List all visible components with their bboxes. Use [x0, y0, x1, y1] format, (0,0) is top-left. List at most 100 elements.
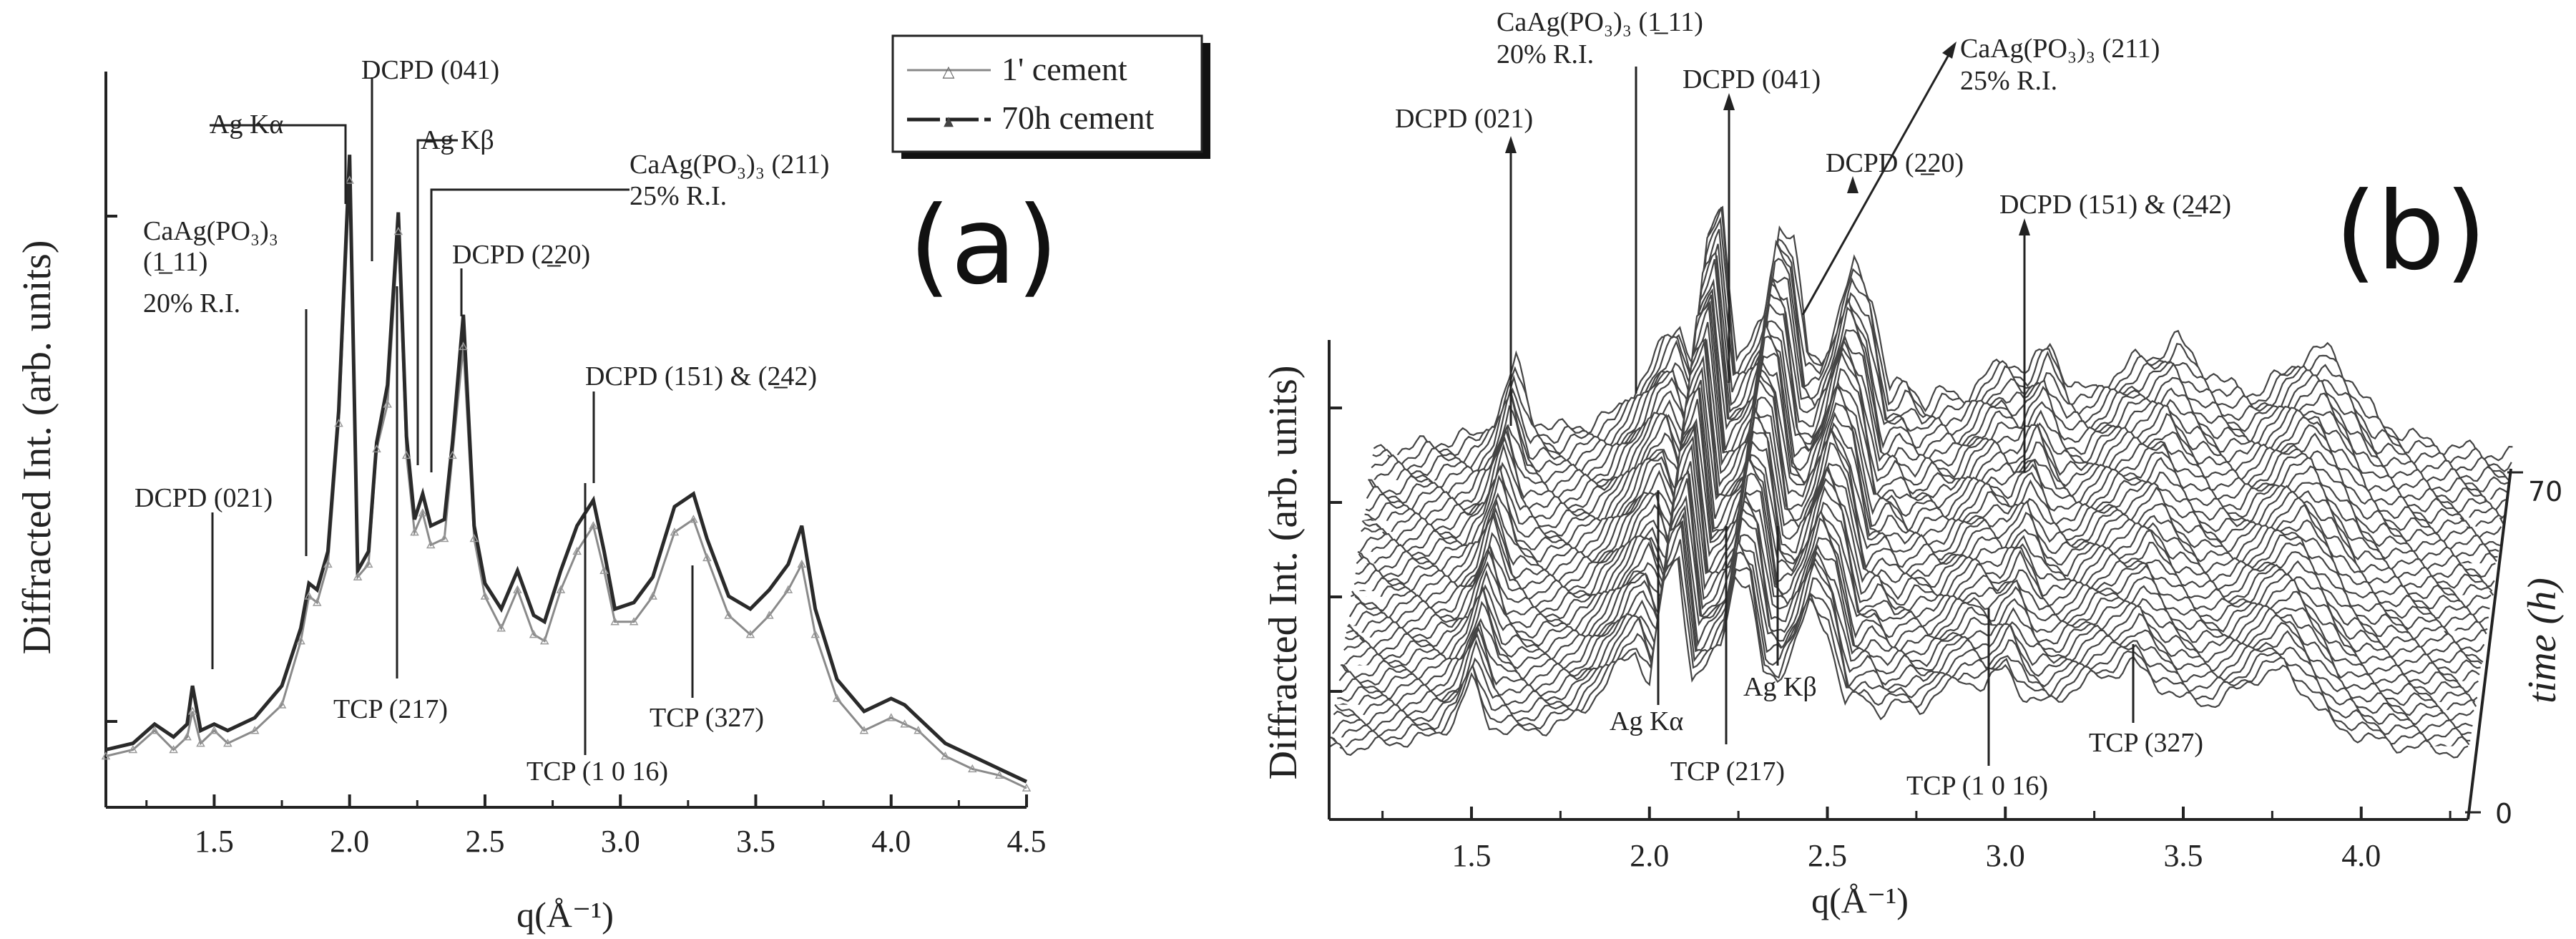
a-data-point	[724, 610, 733, 619]
a-x-tick-label: 4.5	[1007, 824, 1047, 859]
a-annotation-tcp-1016: TCP (1 0 16)	[527, 483, 668, 787]
legend-label-1-cement: 1' cement	[1001, 51, 1127, 87]
b-annotation-dcpd-021: DCPD (021)	[1395, 104, 1533, 426]
svg-text:CaAg(PO₃)₃ (1̲ 11): CaAg(PO₃)₃ (1̲ 11)	[1497, 7, 1703, 37]
a-x-tick-label: 4.0	[871, 824, 911, 859]
b-x-tick-label: 2.0	[1630, 838, 1669, 873]
a-x-tick-label: 3.5	[736, 824, 775, 859]
svg-text:20% R.I.: 20% R.I.	[143, 288, 240, 318]
a-data-point	[797, 559, 807, 568]
svg-text:25% R.I.: 25% R.I.	[1960, 66, 2057, 96]
a-data-point	[783, 585, 793, 593]
svg-text:TCP (1 0 16): TCP (1 0 16)	[1906, 771, 2048, 801]
a-data-point	[353, 572, 363, 580]
a-panel-label: (a)	[909, 184, 1059, 308]
legend-box	[891, 34, 1203, 153]
a-data-point	[393, 226, 403, 235]
a-annotation-dcpd-021: DCPD (021)	[134, 483, 273, 669]
a-data-point	[689, 515, 698, 523]
b-annotation-tcp-217: TCP (217)	[1670, 526, 1785, 787]
a-data-point	[150, 726, 160, 734]
a-data-point	[426, 540, 436, 549]
svg-text:DCPD (041): DCPD (041)	[1683, 64, 1821, 94]
svg-text:DCPD (2̲20): DCPD (2̲20)	[452, 240, 590, 270]
b-x-tick-label: 2.5	[1808, 838, 1847, 873]
a-data-point	[648, 591, 657, 600]
a-data-point	[810, 630, 821, 638]
b-trace	[1328, 557, 2469, 759]
panel-a: 1.5 2.0 2.5 3.0 3.5 4.0 4.5 q(Å⁻¹) Diffracted …	[15, 34, 1210, 935]
a-data-point	[448, 450, 457, 459]
a-data-point	[372, 444, 381, 453]
a-data-point	[277, 700, 287, 709]
a-data-point	[941, 751, 950, 760]
a-data-point	[670, 527, 680, 536]
svg-text:DCPD (021): DCPD (021)	[1395, 104, 1533, 134]
b-x-tick-label: 3.0	[1986, 838, 2025, 873]
b-annotation-tcp-327: TCP (327)	[2089, 644, 2203, 758]
b-annotation-dcpd-220: DCPD (2̲20)	[1826, 148, 1964, 193]
a-annotation-caag-111: CaAg(PO₃)₃ (1̲ 11) 20% R.I.	[143, 216, 308, 556]
b-x-tick-label: 4.0	[2341, 838, 2381, 873]
a-data-point	[323, 559, 333, 568]
a-data-point	[210, 726, 219, 734]
b-annotation-dcpd-041: DCPD (041)	[1683, 64, 1821, 383]
legend-label-70h-cement: 70h cement	[1001, 99, 1155, 136]
a-data-point	[859, 726, 869, 734]
a-x-tick-label: 1.5	[195, 824, 234, 859]
a-data-point	[556, 585, 566, 593]
a-x-tick-label: 2.5	[465, 824, 504, 859]
a-data-point	[410, 527, 419, 536]
b-x-tick-label: 3.5	[2164, 838, 2203, 873]
a-data-point	[480, 591, 490, 600]
a-x-axis-label: q(Å⁻¹)	[516, 895, 614, 935]
a-data-point	[196, 739, 205, 747]
a-data-point	[513, 585, 522, 593]
a-annotation-dcpd-151: DCPD (151) & (2̲42)	[585, 361, 817, 483]
a-data-point	[1022, 783, 1032, 792]
a-data-point	[572, 546, 582, 555]
svg-text:DCPD (151) & (2̲42): DCPD (151) & (2̲42)	[585, 361, 817, 391]
a-x-tick-label: 2.0	[330, 824, 369, 859]
a-data-point	[832, 694, 842, 702]
svg-text:CaAg(PO₃)₃ (211): CaAg(PO₃)₃ (211)	[630, 150, 829, 180]
series-1-cement	[105, 180, 1027, 789]
a-data-point	[182, 732, 192, 741]
svg-text:Ag Kα: Ag Kα	[1610, 706, 1683, 736]
a-data-point	[296, 636, 305, 645]
b-y-axis-label: Diffracted Int. (arb. units)	[1261, 366, 1306, 780]
b-annotation-caag-211: CaAg(PO₃)₃ (211) 25% R.I.	[1801, 34, 2160, 316]
series-70h-cement	[105, 155, 1028, 784]
a-data-point	[250, 726, 260, 734]
svg-text:TCP (327): TCP (327)	[2089, 728, 2203, 758]
a-data-point	[312, 598, 322, 606]
svg-text:TCP (217): TCP (217)	[333, 694, 448, 724]
svg-text:TCP (1 0 16): TCP (1 0 16)	[527, 756, 668, 787]
a-annotation-tcp-327: TCP (327)	[650, 565, 764, 733]
a-data-point	[363, 559, 373, 568]
svg-text:25% R.I.: 25% R.I.	[630, 181, 727, 211]
svg-text:Ag Kβ: Ag Kβ	[1743, 672, 1817, 702]
a-annotation-caag-211: CaAg(PO₃)₃ (211) 25% R.I.	[430, 150, 829, 472]
svg-text:(1̲ 11): (1̲ 11)	[143, 247, 207, 277]
b-annotation-ag-kb: Ag Kβ	[1743, 526, 1817, 702]
a-data-point	[968, 764, 977, 773]
a-data-point	[496, 623, 506, 632]
a-data-point	[223, 739, 232, 747]
a-data-point	[994, 770, 1004, 779]
a-data-point	[900, 719, 909, 728]
a-data-point	[304, 591, 314, 600]
a-annotation-dcpd-041: DCPD (041)	[361, 55, 499, 261]
b-time-axis-label: time (h)	[2520, 578, 2565, 704]
a-data-point	[745, 630, 755, 638]
a-data-point	[401, 450, 411, 459]
b-x-axis-label: q(Å⁻¹)	[1811, 880, 1909, 920]
a-data-point	[599, 565, 609, 575]
a-data-point	[886, 713, 896, 721]
a-data-point	[345, 175, 354, 184]
a-data-point	[439, 534, 449, 543]
svg-text:DCPD (2̲20): DCPD (2̲20)	[1826, 148, 1964, 178]
a-annotation-ag-ka: Ag Kα	[210, 110, 347, 204]
a-data-point	[765, 610, 774, 619]
